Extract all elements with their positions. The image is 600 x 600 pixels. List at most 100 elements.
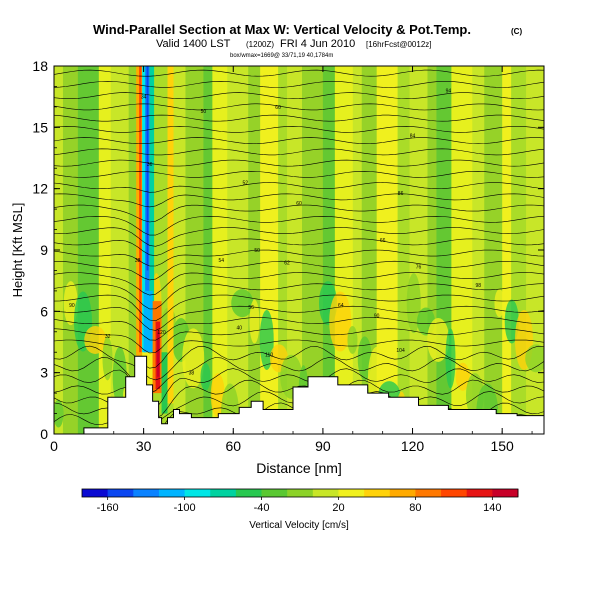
field-patch [525, 344, 544, 373]
field-patch [102, 336, 113, 381]
x-tick-label: 30 [136, 438, 152, 454]
colorbar: -160 -100 -40 20 80 140 [81, 488, 519, 514]
colorbar-swatch [441, 489, 468, 497]
field-patch [200, 362, 211, 391]
colorbar-swatch [466, 489, 493, 497]
colorbar-swatch [415, 489, 442, 497]
field-band [409, 66, 428, 434]
contour-label: 38 [189, 371, 195, 377]
contour-label: 86 [398, 191, 404, 197]
subtitle-utc: (1200Z) [246, 40, 274, 49]
theta-contour [54, 215, 544, 236]
field-band [128, 66, 139, 434]
field-patch [84, 325, 107, 354]
colorbar-swatch [287, 489, 314, 497]
field-patch [406, 273, 421, 334]
field-band [451, 66, 473, 434]
colorbar-swatch [261, 489, 288, 497]
velocity-core [149, 66, 155, 312]
theta-contour [54, 80, 544, 88]
theta-contour [54, 114, 544, 122]
theta-contour [54, 170, 544, 178]
field-band [227, 66, 249, 434]
contour-label: 94 [446, 89, 452, 95]
field-band [352, 66, 363, 434]
contour-label: 120 [157, 330, 166, 336]
colorbar-tick-label: 80 [409, 502, 421, 514]
field-band [77, 66, 100, 434]
colorbar-swatch [492, 489, 519, 497]
contour-label: 40 [236, 326, 242, 332]
field-patch [427, 317, 450, 362]
field-patch [455, 362, 470, 391]
theta-contour [54, 137, 544, 145]
field-band [110, 66, 130, 434]
field-patch [347, 325, 358, 354]
contour-labels: 32 34 36 38 38 40 50 50 52 54 56 60 60 62 64 66 76 84 86 90… [69, 89, 481, 377]
theta-contour [54, 272, 544, 296]
field-patch [210, 373, 225, 418]
colorbar-swatch [82, 489, 109, 497]
contour-label: 66 [380, 238, 386, 244]
subtitle-valid: Valid 1400 LST [156, 38, 231, 50]
contour-label: 50 [201, 109, 207, 115]
theta-contour [54, 283, 544, 310]
y-tick-label: 0 [40, 426, 48, 442]
field-band [248, 66, 261, 434]
field-band [62, 66, 79, 434]
colorbar-swatch [338, 489, 365, 497]
x-tick-label: 120 [401, 438, 425, 454]
colorbar-tick-label: -100 [174, 502, 196, 514]
field-band [203, 66, 213, 434]
colorbar-label: Vertical Velocity [cm/s] [249, 520, 349, 531]
colorbar-tick-label: 140 [483, 502, 501, 514]
contour-label: 90 [69, 303, 75, 309]
velocity-core [157, 331, 160, 377]
colorbar-swatch [107, 489, 134, 497]
theta-contour [54, 69, 544, 77]
contour-label: 76 [416, 264, 422, 270]
contour-label: 104 [396, 348, 405, 354]
velocity-core [139, 66, 142, 353]
velocity-core [161, 352, 168, 414]
colorbar-swatch [389, 489, 416, 497]
y-axis-label: Height [Kft MSL] [10, 203, 25, 298]
theta-contour [54, 92, 544, 100]
velocity-core [142, 66, 147, 353]
contour-label: 110 [265, 352, 273, 358]
chart-meta: box/wmax=1669@ 33/71,19 40,1784m [230, 53, 333, 59]
contour-label: 60 [296, 201, 302, 207]
theta-contour [54, 294, 544, 322]
theta-contour [54, 249, 544, 267]
field-patch [445, 328, 456, 389]
colorbar-swatch [235, 489, 263, 497]
y-tick-label: 6 [40, 303, 48, 319]
vertical-velocity-field [54, 66, 544, 434]
velocity-core [146, 66, 149, 271]
y-tick-label: 15 [32, 119, 48, 135]
colorbar-tick-label: 20 [332, 502, 344, 514]
x-tick-label: 90 [315, 438, 331, 454]
y-tick-label: 3 [40, 365, 48, 381]
colorbar-frame [81, 488, 519, 498]
contour-label: 32 [105, 334, 111, 340]
velocity-core [167, 66, 174, 404]
field-patch [182, 328, 205, 389]
colorbar-swatch [210, 489, 237, 497]
y-tick-label: 9 [40, 242, 48, 258]
theta-contour [54, 125, 544, 133]
theta-contour [54, 182, 544, 193]
field-band [427, 66, 437, 434]
contour-label: 84 [410, 134, 416, 140]
contour-label: 98 [475, 283, 481, 289]
contour-label: 56 [248, 305, 254, 311]
theta-contour [54, 305, 544, 331]
field-patch [54, 399, 64, 428]
subtitle-date: FRI 4 Jun 2010 [280, 38, 355, 50]
field-patch [494, 289, 505, 318]
field-band [278, 66, 288, 434]
x-tick-label: 0 [50, 438, 58, 454]
colorbar-tick-label: -160 [97, 502, 119, 514]
field-patch [63, 281, 78, 326]
y-tick-label: 18 [32, 58, 48, 74]
